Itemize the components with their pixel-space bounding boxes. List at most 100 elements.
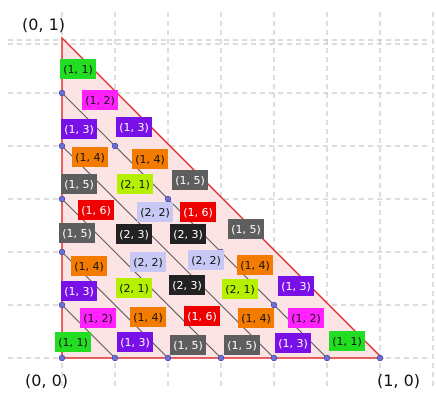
lattice-vertex bbox=[58, 301, 66, 309]
tile-1-3: (1, 3) bbox=[275, 333, 311, 353]
tile-2-3: (2, 3) bbox=[116, 224, 152, 244]
corner-label-right: (1, 0) bbox=[377, 371, 420, 390]
tile-label: (1, 4) bbox=[133, 311, 163, 324]
tile-label: (1, 3) bbox=[120, 336, 150, 349]
tile-box bbox=[184, 306, 220, 326]
tile-2-1: (2, 1) bbox=[117, 174, 153, 194]
lattice-vertex bbox=[111, 142, 119, 150]
tile-label: (1, 1) bbox=[332, 335, 362, 348]
lattice-vertex bbox=[323, 354, 331, 362]
diagonal-line bbox=[61, 304, 116, 359]
tile-box bbox=[188, 250, 224, 270]
lattice-vertex bbox=[58, 89, 66, 97]
lattice-vertex bbox=[58, 248, 66, 256]
lattice-vertex bbox=[58, 195, 66, 203]
lattice-vertex bbox=[58, 354, 66, 362]
lattice-vertex bbox=[111, 354, 119, 362]
tile-label: (1, 3) bbox=[119, 121, 149, 134]
tile-1-1: (1, 1) bbox=[55, 332, 91, 352]
tile-box bbox=[71, 256, 107, 276]
tile-label: (2, 1) bbox=[225, 283, 255, 296]
tile-box bbox=[275, 333, 311, 353]
tile-1-5: (1, 5) bbox=[224, 335, 260, 355]
lattice-vertex bbox=[270, 354, 278, 362]
tile-1-4: (1, 4) bbox=[237, 255, 273, 275]
tile-label: (2, 3) bbox=[173, 228, 203, 241]
tile-label: (1, 3) bbox=[64, 285, 94, 298]
tile-1-1: (1, 1) bbox=[60, 59, 96, 79]
tile-label: (2, 2) bbox=[133, 256, 163, 269]
tile-label: (2, 1) bbox=[120, 178, 150, 191]
tile-2-3: (2, 3) bbox=[169, 275, 205, 295]
tile-box bbox=[61, 119, 97, 139]
tile-1-5: (1, 5) bbox=[172, 170, 208, 190]
tile-label: (1, 3) bbox=[278, 337, 308, 350]
tile-label: (1, 6) bbox=[183, 206, 213, 219]
tile-label: (2, 3) bbox=[172, 279, 202, 292]
tile-box bbox=[60, 59, 96, 79]
tile-label: (2, 3) bbox=[119, 228, 149, 241]
lattice-vertex bbox=[376, 354, 384, 362]
tile-box bbox=[116, 278, 152, 298]
tile-1-1: (1, 1) bbox=[329, 331, 365, 351]
tile-label: (1, 5) bbox=[227, 339, 257, 352]
tile-label: (1, 4) bbox=[75, 151, 105, 164]
tile-1-4: (1, 4) bbox=[72, 147, 108, 167]
tile-1-6: (1, 6) bbox=[184, 306, 220, 326]
lattice-vertex bbox=[58, 142, 66, 150]
tile-box bbox=[237, 255, 273, 275]
tile-label: (1, 4) bbox=[74, 260, 104, 273]
tile-box bbox=[278, 276, 314, 296]
tile-label: (1, 3) bbox=[64, 123, 94, 136]
tile-box bbox=[180, 202, 216, 222]
tile-label: (1, 4) bbox=[240, 259, 270, 272]
tile-box bbox=[59, 223, 95, 243]
tile-label: (1, 4) bbox=[241, 312, 271, 325]
tile-label: (2, 2) bbox=[140, 206, 170, 219]
tile-label: (1, 2) bbox=[291, 312, 321, 325]
tile-label: (1, 3) bbox=[281, 280, 311, 293]
tile-2-3: (2, 3) bbox=[170, 224, 206, 244]
tile-box bbox=[78, 200, 114, 220]
tile-2-2: (2, 2) bbox=[137, 202, 173, 222]
tile-1-3: (1, 3) bbox=[61, 119, 97, 139]
tile-box bbox=[130, 307, 166, 327]
lattice-vertex bbox=[164, 195, 172, 203]
corner-label-origin: (0, 0) bbox=[25, 371, 68, 390]
tile-label: (1, 1) bbox=[63, 63, 93, 76]
tile-label: (1, 2) bbox=[85, 94, 115, 107]
lattice-vertex bbox=[270, 301, 278, 309]
tile-box bbox=[130, 252, 166, 272]
tile-box bbox=[172, 170, 208, 190]
tile-2-1: (2, 1) bbox=[116, 278, 152, 298]
tile-1-5: (1, 5) bbox=[59, 223, 95, 243]
tile-label: (1, 5) bbox=[64, 178, 94, 191]
tile-label: (1, 1) bbox=[58, 336, 88, 349]
tile-label: (2, 2) bbox=[191, 254, 221, 267]
tile-label: (1, 6) bbox=[81, 204, 111, 217]
tile-label: (1, 5) bbox=[175, 174, 205, 187]
tile-box bbox=[55, 332, 91, 352]
tile-2-2: (2, 2) bbox=[188, 250, 224, 270]
tile-1-5: (1, 5) bbox=[170, 335, 206, 355]
tile-box bbox=[61, 174, 97, 194]
tile-box bbox=[80, 308, 116, 328]
tile-label: (2, 1) bbox=[119, 282, 149, 295]
tile-1-4: (1, 4) bbox=[130, 307, 166, 327]
tile-box bbox=[82, 90, 118, 110]
tile-1-5: (1, 5) bbox=[228, 219, 264, 239]
tile-label: (1, 4) bbox=[135, 153, 165, 166]
tile-2-2: (2, 2) bbox=[130, 252, 166, 272]
tile-1-2: (1, 2) bbox=[82, 90, 118, 110]
tile-box bbox=[117, 174, 153, 194]
tile-1-2: (1, 2) bbox=[80, 308, 116, 328]
tile-label: (1, 5) bbox=[173, 339, 203, 352]
tile-box bbox=[224, 335, 260, 355]
tile-box bbox=[61, 281, 97, 301]
tile-box bbox=[170, 335, 206, 355]
tile-2-1: (2, 1) bbox=[222, 279, 258, 299]
tile-1-3: (1, 3) bbox=[116, 117, 152, 137]
tile-box bbox=[329, 331, 365, 351]
tile-label: (1, 2) bbox=[83, 312, 113, 325]
